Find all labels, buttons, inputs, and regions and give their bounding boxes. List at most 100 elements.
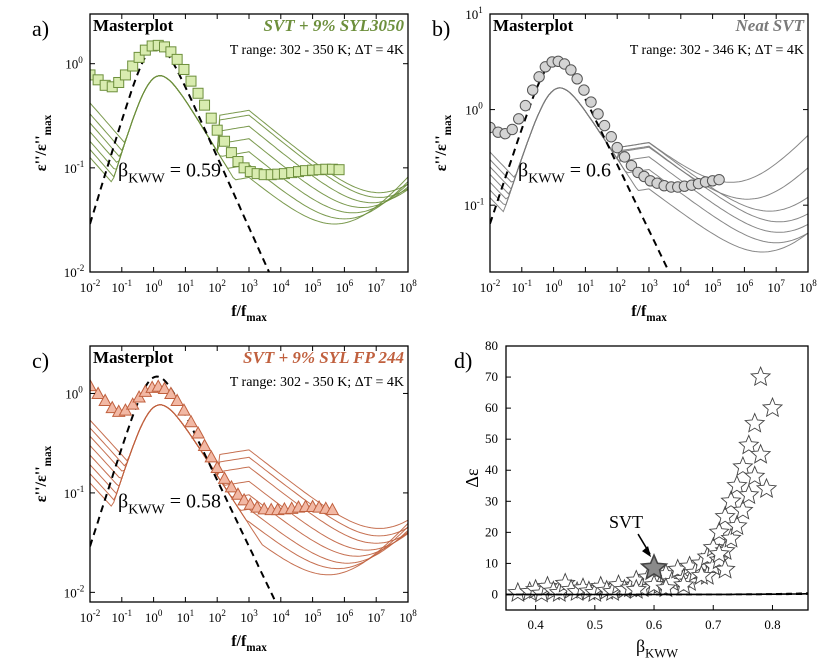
y-tick-label: 0 [492,586,499,601]
x-tick-label: 107 [367,278,385,295]
x-tick-label: 107 [367,608,385,625]
x-tick-label: 100 [545,278,563,295]
data-point [231,487,245,500]
temperature-curve [90,75,408,225]
data-point [232,156,244,168]
data-point [592,108,604,120]
sample-name: SVT + 9% SYL3050 [264,16,405,35]
data-point [204,449,219,463]
x-tick-label: 101 [177,278,195,295]
x-tick-label: 104 [272,608,290,625]
x-tick-label: 10-2 [80,278,101,295]
y-axis-label: ε''/ε''max [33,114,54,171]
data-point [333,164,345,176]
data-point [91,386,105,399]
temperature-curve [90,404,408,551]
data-point [105,400,120,414]
panel-a-masterplot: 10-2 10-1 100 101 102 103 104 105 106 107 108 10-2 1… [32,13,417,324]
data-point [157,381,172,395]
data-point [519,99,532,112]
data-point [565,64,577,76]
x-axis-label: f/fmax [231,303,267,324]
temperature-curve [90,404,408,576]
sample-name: Neat SVT [735,16,805,35]
temperature-curve [490,87,808,253]
data-point [585,96,597,108]
temperature-curve [90,404,408,564]
plot-title: Masterplot [93,16,174,35]
data-point [643,574,665,595]
data-point [571,73,583,85]
data-point [732,499,754,520]
data-point [191,425,205,439]
beta-kww-label: βKWW = 0.6 [518,160,611,187]
data-point [618,151,631,163]
y-tick-label: 10-1 [64,159,85,176]
beta-kww-label: βKWW = 0.58 [118,490,221,517]
temperature-curve [90,75,408,208]
svt-annotation: SVT [609,512,643,532]
panel-label: c) [32,348,49,373]
y-tick-label: 100 [465,101,483,118]
data-point [625,159,638,172]
data-point [243,497,258,510]
data-point [90,378,97,392]
data-point [113,76,125,88]
x-tick-label: 106 [336,608,354,625]
x-tick-label: 0.4 [527,617,544,632]
data-point [732,455,754,477]
data-point [726,474,748,495]
temperature-curve [490,87,808,212]
x-tick-label: 0.6 [646,617,663,632]
y-tick-label: 101 [465,5,483,22]
x-tick-label: 100 [145,608,163,625]
data-point [708,542,730,564]
x-tick-label: 105 [704,278,722,295]
data-point [185,75,197,87]
data-point [125,397,140,410]
temperature-curve [490,87,808,244]
data-point [224,479,239,493]
plot-area [90,375,408,602]
data-point [178,63,190,75]
beta-kww-label: βKWW = 0.59 [118,160,221,187]
data-point [526,84,539,96]
data-point [170,393,184,406]
y-axis-label: ε''/ε''max [433,114,454,171]
data-point [119,69,131,81]
data-point [598,119,611,132]
kww-fit-line [90,45,271,272]
data-point [205,112,217,124]
data-point [225,147,237,159]
panel-d-scatter: 0.4 0.5 0.6 0.7 0.8 0 10 20 30 40 50 60 70 80 SVT d) βKW… [454,338,809,660]
data-point [197,438,212,451]
data-point [655,577,677,598]
data-point [744,465,766,486]
temperature-curve [90,75,408,214]
data-point [165,46,177,58]
data-point [714,505,736,526]
x-tick-label: 102 [608,278,626,295]
y-tick-label: 30 [485,493,498,508]
temperature-range: T range: 302 - 346 K; ΔT = 4K [630,43,804,58]
data-point [720,490,742,511]
y-tick-label: 100 [65,55,83,72]
y-axis-label: ε''/ε''max [33,445,54,502]
x-tick-label: 104 [272,278,290,295]
plot-title: Masterplot [93,348,174,367]
y-tick-label: 10-1 [464,196,485,213]
plot-area [506,365,808,603]
x-tick-label: 103 [640,278,658,295]
data-point [713,173,725,186]
data-point [611,141,623,154]
temperature-range: T range: 302 - 350 K; ΔT = 4K [230,43,404,58]
svt-highlight-star [639,553,669,581]
data-point [98,393,113,406]
data-point [219,135,231,147]
y-tick-label: 10-2 [64,263,85,280]
y-tick-label: 50 [485,431,498,446]
data-point [171,53,183,65]
temperature-curve [90,404,408,544]
plot-area [90,39,408,272]
